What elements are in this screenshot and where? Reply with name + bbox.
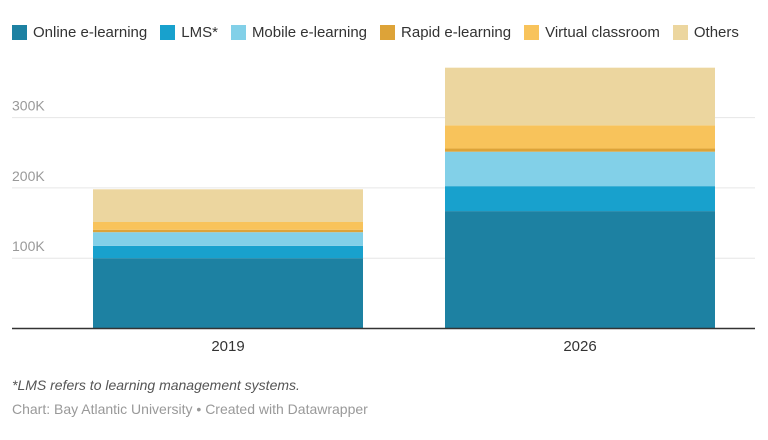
bar-segment-lms-: [93, 245, 363, 259]
legend: Online e-learning LMS* Mobile e-learning Ra…: [12, 24, 752, 41]
legend-swatch: [230, 25, 246, 40]
legend-label: Online e-learning: [33, 24, 148, 41]
legend-swatch: [12, 25, 27, 40]
y-tick-label: 100K: [12, 238, 45, 254]
bar-segment-virtual-classroom: [445, 125, 715, 149]
x-tick-label: 2019: [211, 338, 244, 355]
credit: Chart: Bay Atlantic University • Created…: [12, 401, 368, 417]
y-tick-label: 300K: [12, 98, 45, 114]
legend-label: Others: [693, 24, 739, 41]
legend-label: Mobile e-learning: [251, 24, 368, 41]
bar-segment-rapid-e-learning: [445, 148, 715, 152]
x-tick-label: 2026: [563, 338, 596, 355]
stacked-bar-chart: 100K 200K 300K 2019 2026: [12, 67, 755, 355]
legend-item: Virtual classroom: [524, 24, 660, 41]
legend-label: Rapid e-learning: [401, 24, 512, 41]
legend-item: Others: [672, 24, 739, 41]
bar-segment-others: [93, 189, 363, 222]
bar-segment-virtual-classroom: [93, 221, 363, 230]
bar-segment-mobile-e-learning: [93, 232, 363, 246]
legend-item: Online e-learning: [12, 24, 147, 41]
legend-swatch: [160, 25, 176, 40]
legend-label: LMS*: [181, 24, 218, 41]
legend-swatch: [524, 25, 540, 40]
bar-segment-online-e-learning: [445, 211, 715, 329]
legend-item: Rapid e-learning: [380, 24, 511, 41]
bar-segment-online-e-learning: [93, 258, 363, 329]
legend-label: Virtual classroom: [545, 24, 660, 41]
bar-segment-rapid-e-learning: [93, 229, 363, 233]
bar-segment-mobile-e-learning: [445, 151, 715, 187]
legend-swatch: [672, 25, 688, 40]
legend-item: Mobile e-learning: [230, 24, 368, 41]
footnote: *LMS refers to learning management syste…: [12, 377, 300, 393]
legend-item: LMS*: [160, 24, 218, 41]
bar-segment-lms-: [445, 186, 715, 212]
y-tick-label: 200K: [12, 168, 45, 184]
bar-segment-others: [445, 67, 715, 126]
legend-swatch: [380, 25, 396, 40]
